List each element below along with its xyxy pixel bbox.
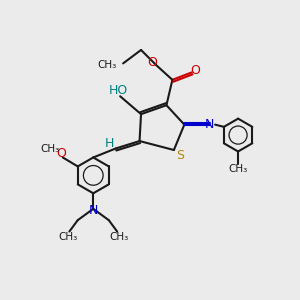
Text: O: O — [56, 147, 66, 161]
Text: H: H — [104, 136, 114, 150]
Text: O: O — [190, 64, 200, 77]
Text: CH₃: CH₃ — [229, 164, 248, 174]
Text: HO: HO — [109, 84, 128, 98]
Text: N: N — [88, 204, 98, 217]
Text: N: N — [205, 118, 214, 130]
Text: CH₃: CH₃ — [97, 60, 117, 70]
Text: CH₃: CH₃ — [109, 232, 128, 242]
Text: CH₃: CH₃ — [58, 232, 77, 242]
Text: S: S — [176, 149, 184, 162]
Text: O: O — [147, 56, 157, 69]
Text: CH₃: CH₃ — [41, 144, 60, 154]
